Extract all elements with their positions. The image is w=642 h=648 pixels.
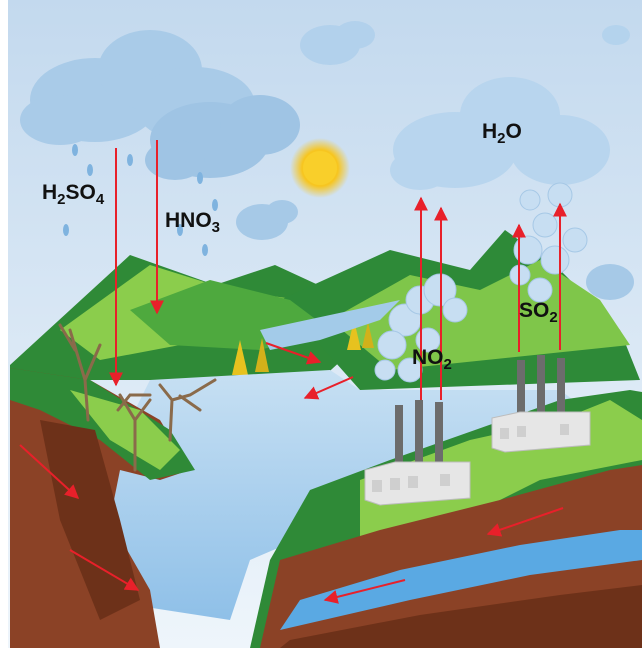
label-h2so4: H2SO4 bbox=[42, 181, 105, 208]
river bbox=[260, 300, 400, 350]
rain-cloud-middle bbox=[145, 95, 300, 180]
label-no2: NO2 bbox=[412, 346, 452, 373]
steam-cloud-right bbox=[390, 77, 610, 190]
factory-left bbox=[364, 400, 471, 506]
arrow-flow-2 bbox=[303, 376, 354, 400]
label-so2: SO2 bbox=[519, 299, 558, 326]
arrows bbox=[19, 140, 567, 604]
label-h2o: H2O bbox=[482, 120, 522, 147]
label-hno3: HNO3 bbox=[165, 209, 221, 236]
cloud-small-right bbox=[602, 25, 630, 45]
arrow-soil-left-1 bbox=[19, 444, 80, 499]
cloud-small-far-right bbox=[586, 264, 634, 300]
arrow-soil-right-2 bbox=[323, 579, 406, 604]
right-land bbox=[250, 390, 642, 648]
left-cliff bbox=[10, 368, 195, 648]
trees bbox=[232, 320, 374, 375]
cloud-small-mid bbox=[236, 200, 298, 240]
arrow-soil-right-1 bbox=[486, 507, 564, 537]
cloud-small-top bbox=[300, 21, 375, 65]
smoke-bubbles bbox=[374, 182, 588, 383]
factory-right bbox=[491, 355, 591, 453]
arrow-soil-left-2 bbox=[69, 549, 140, 591]
arrow-flow-1 bbox=[265, 342, 322, 365]
sun-icon bbox=[290, 138, 350, 198]
dead-trees bbox=[58, 323, 217, 472]
